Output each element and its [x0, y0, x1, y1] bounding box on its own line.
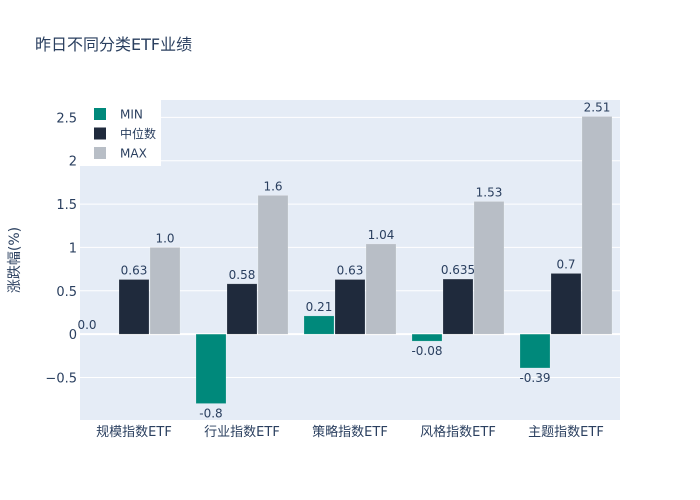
bars: [118, 116, 613, 404]
data-label: 0.21: [306, 300, 333, 314]
legend-background: [80, 100, 161, 166]
data-label: 0.0: [77, 318, 96, 332]
legend-swatch: [94, 108, 106, 120]
data-label: 1.0: [155, 231, 174, 245]
chart-title: 昨日不同分类ETF业绩: [35, 35, 192, 54]
data-label: 1.53: [476, 185, 503, 199]
legend-label: 中位数: [120, 126, 156, 141]
y-tick-label: 1.5: [56, 198, 77, 213]
data-label: 0.63: [337, 264, 364, 278]
bar-中位数-2[interactable]: [334, 279, 366, 335]
data-label: -0.39: [519, 371, 550, 385]
y-tick-label: −0.5: [45, 372, 77, 387]
data-label: 1.6: [263, 179, 282, 193]
x-tick-label: 主题指数ETF: [528, 425, 604, 440]
bar-MAX-3[interactable]: [473, 201, 505, 335]
y-axis-title: 涨跌幅(%): [7, 227, 23, 293]
bar-MAX-0[interactable]: [149, 247, 181, 335]
data-label: 0.7: [556, 257, 575, 271]
data-labels: 0.0 0.63 1.0 -0.8 0.58 1.6 0.21 0.63 1.04 -0.08 0.…: [77, 100, 610, 420]
x-tick-label: 行业指数ETF: [204, 425, 280, 440]
x-tick-label: 规模指数ETF: [96, 425, 172, 440]
bar-MIN-1[interactable]: [195, 333, 227, 404]
data-label: 0.63: [121, 264, 148, 278]
bar-中位数-0[interactable]: [118, 279, 150, 335]
x-tick-label: 风格指数ETF: [420, 424, 496, 440]
y-tick-label: 2: [69, 155, 77, 170]
bar-MAX-1[interactable]: [257, 195, 289, 335]
data-label: 1.04: [368, 228, 395, 242]
x-tick-label: 策略指数ETF: [312, 424, 388, 440]
legend-swatch: [94, 147, 106, 159]
bar-MIN-2[interactable]: [303, 315, 335, 335]
legend-item-2[interactable]: MAX: [94, 147, 147, 161]
bar-中位数-1[interactable]: [226, 283, 258, 335]
y-axis: −0.5 0 0.5 1 1.5 2 2.5: [45, 111, 77, 386]
data-label: 0.58: [229, 268, 256, 282]
legend-label: MIN: [120, 108, 143, 122]
data-label: -0.8: [199, 407, 222, 421]
bar-MAX-4[interactable]: [581, 116, 613, 335]
data-label: 0.635: [441, 263, 475, 277]
data-label: 2.51: [584, 100, 611, 114]
bar-中位数-4[interactable]: [550, 273, 582, 335]
data-label: -0.08: [411, 344, 442, 358]
y-tick-label: 2.5: [56, 111, 77, 126]
legend-item-0[interactable]: MIN: [94, 108, 143, 122]
legend-item-1[interactable]: 中位数: [94, 126, 156, 141]
legend-swatch: [94, 127, 106, 140]
x-axis: 规模指数ETF 行业指数ETF 策略指数ETF 风格指数ETF 主题指数ETF: [96, 424, 604, 440]
y-tick-label: 0.5: [56, 285, 77, 300]
bar-MIN-3[interactable]: [411, 333, 443, 342]
bar-MIN-4[interactable]: [519, 333, 551, 369]
legend-label: MAX: [120, 147, 147, 161]
legend[interactable]: MIN 中位数 MAX: [80, 100, 161, 166]
bar-MAX-2[interactable]: [365, 243, 397, 335]
bar-中位数-3[interactable]: [442, 278, 474, 335]
y-tick-label: 0: [69, 328, 77, 343]
y-tick-label: 1: [69, 241, 77, 256]
